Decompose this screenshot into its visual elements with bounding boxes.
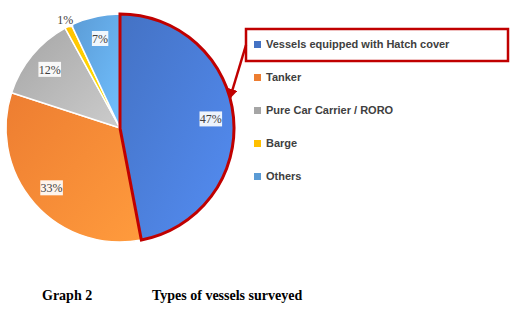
pie-slice <box>120 14 234 240</box>
highlight-outline <box>120 14 234 240</box>
legend-label: Others <box>266 170 301 182</box>
pie <box>6 14 234 242</box>
legend: Vessels equipped with Hatch cover Tanker P… <box>254 38 450 182</box>
legend-swatch <box>254 173 261 180</box>
legend-label: Tanker <box>266 71 302 83</box>
highlight-box <box>246 29 508 61</box>
legend-swatch <box>254 41 261 48</box>
label-background <box>92 31 108 46</box>
highlight-arrow <box>230 45 246 98</box>
legend-label: Pure Car Carrier / RORO <box>266 104 394 116</box>
legend-label: Vessels equipped with Hatch cover <box>266 38 450 50</box>
title: Graph 2 <box>42 288 92 303</box>
legend-swatch <box>254 107 261 114</box>
data-label: 12% <box>39 63 61 77</box>
label-background <box>40 180 63 195</box>
label-background <box>199 111 222 126</box>
label-background <box>38 62 61 77</box>
data-label: 47% <box>200 112 222 126</box>
chart: 47% 33% 12% 1% 7% Vessels equipped with Hatch… <box>0 0 514 317</box>
data-label: 1% <box>57 13 73 27</box>
subtitle: Types of vessels surveyed <box>152 288 302 303</box>
legend-swatch <box>254 140 261 147</box>
legend-label: Barge <box>266 137 297 149</box>
data-labels: 47% 33% 12% 1% 7% <box>38 12 222 195</box>
pie-slice <box>71 14 120 128</box>
data-label: 7% <box>92 32 108 46</box>
label-background <box>57 12 73 27</box>
data-label: 33% <box>41 181 63 195</box>
legend-swatch <box>254 74 261 81</box>
